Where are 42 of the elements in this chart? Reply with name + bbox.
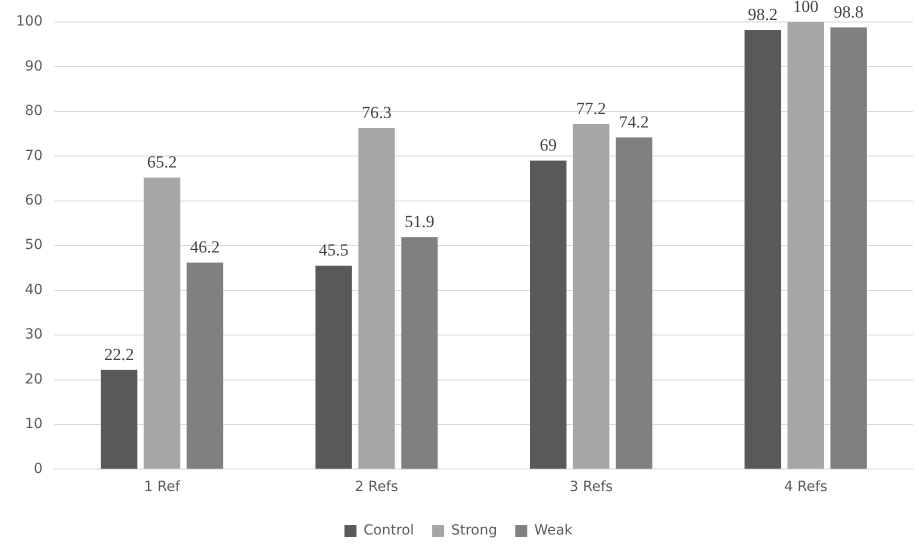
data-label: 77.2 [576,98,606,118]
y-tick-label: 10 [24,416,43,432]
bar [572,124,610,469]
data-label: 98.8 [834,2,864,22]
legend-label: Control [363,522,414,539]
legend-label: Weak [534,522,574,539]
x-tick-label: 4 Refs [784,479,828,496]
bar [530,160,566,469]
bar [830,27,867,469]
data-label: 46.2 [190,238,220,257]
bar [358,128,395,469]
data-label: 65.2 [147,152,177,172]
data-label: 100 [792,0,818,16]
y-tick-label: 60 [24,192,43,209]
bar [616,137,652,469]
y-tick-label: 20 [24,371,43,388]
x-tick-label: 3 Refs [569,479,613,496]
y-tick-label: 100 [16,14,43,30]
x-tick-label: 2 Refs [354,479,398,496]
y-tick-label: 90 [24,58,43,74]
data-label: 74.2 [619,112,649,132]
data-label: 45.5 [318,240,349,260]
data-label: 98.2 [748,5,778,24]
bar [315,266,352,469]
bar [186,262,224,469]
bar [144,178,180,469]
data-label: 76.3 [362,102,392,122]
data-label: 51.9 [404,212,434,232]
data-label: 22.2 [104,344,134,364]
y-tick-label: 0 [34,460,43,477]
y-tick-label: 50 [24,237,43,254]
bar [787,22,824,469]
y-tick-label: 40 [24,282,43,298]
y-tick-label: 80 [24,103,43,120]
legend-label: Strong [451,522,498,539]
bar [100,370,138,469]
x-tick-label: 1 Ref [144,479,182,496]
bar [401,237,438,469]
y-tick-label: 70 [24,148,43,164]
data-label: 69 [540,136,557,155]
bar [744,30,782,469]
y-tick-label: 30 [24,326,43,343]
